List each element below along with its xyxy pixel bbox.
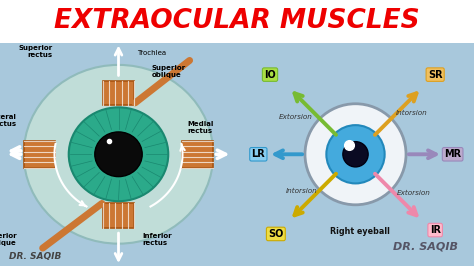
Text: Intorsion: Intorsion [396, 110, 428, 117]
Text: EXTRAOCULAR MUSCLES: EXTRAOCULAR MUSCLES [54, 8, 420, 34]
FancyBboxPatch shape [182, 141, 213, 168]
Text: DR. SAQIB: DR. SAQIB [393, 242, 458, 252]
Text: Trochlea: Trochlea [137, 50, 166, 56]
FancyBboxPatch shape [103, 81, 134, 105]
Text: Right eyeball: Right eyeball [330, 227, 390, 236]
Text: DR. SAQIB: DR. SAQIB [9, 252, 62, 261]
Text: Lateral
rectus: Lateral rectus [0, 114, 17, 127]
FancyBboxPatch shape [0, 0, 474, 43]
Text: Medial
rectus: Medial rectus [187, 121, 214, 134]
Text: Superior
rectus: Superior rectus [18, 45, 52, 58]
Text: LR: LR [252, 149, 265, 159]
Text: Inferior
oblique: Inferior oblique [0, 233, 17, 246]
Text: MR: MR [444, 149, 461, 159]
Text: IO: IO [264, 70, 276, 80]
Text: Superior
oblique: Superior oblique [152, 65, 186, 78]
FancyBboxPatch shape [103, 203, 134, 228]
Text: Intorsion: Intorsion [286, 188, 318, 194]
Text: Extorsion: Extorsion [278, 114, 312, 120]
Circle shape [69, 107, 168, 201]
Text: IR: IR [429, 225, 441, 235]
Circle shape [24, 65, 213, 244]
Circle shape [327, 125, 384, 184]
Text: Extorsion: Extorsion [397, 190, 431, 196]
Text: SR: SR [428, 70, 442, 80]
Circle shape [95, 132, 142, 177]
Circle shape [343, 142, 368, 167]
FancyBboxPatch shape [24, 141, 55, 168]
Text: SO: SO [268, 229, 283, 239]
Circle shape [305, 104, 406, 205]
Text: Inferior
rectus: Inferior rectus [142, 233, 172, 246]
